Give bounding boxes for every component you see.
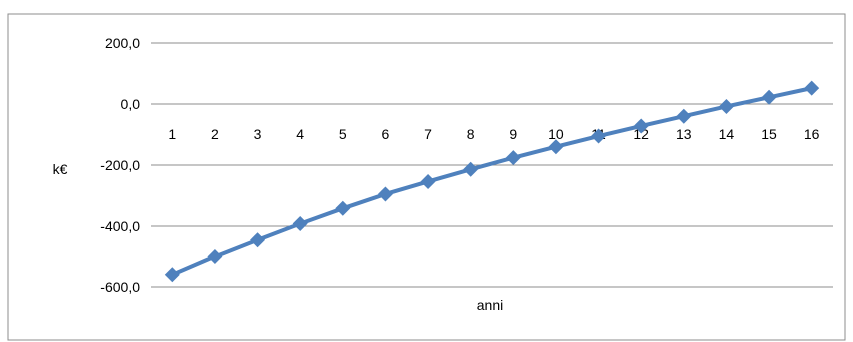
x-axis-tick-labels: 12345678910111213141516 xyxy=(168,126,819,142)
x-tick-label: 8 xyxy=(467,126,475,142)
data-point-marker xyxy=(591,128,607,144)
data-point-marker xyxy=(718,98,734,114)
y-axis-title: k€ xyxy=(53,161,68,177)
x-tick-label: 15 xyxy=(761,126,777,142)
data-point-marker xyxy=(505,150,521,166)
data-point-marker xyxy=(463,161,479,177)
data-point-marker xyxy=(548,139,564,155)
y-tick-label: -600,0 xyxy=(100,279,140,295)
x-tick-label: 5 xyxy=(339,126,347,142)
y-tick-label: 200,0 xyxy=(105,35,140,51)
y-tick-label: -400,0 xyxy=(100,218,140,234)
series-layer xyxy=(164,80,820,283)
x-tick-label: 12 xyxy=(633,126,649,142)
x-tick-label: 14 xyxy=(719,126,735,142)
x-tick-label: 6 xyxy=(382,126,390,142)
x-tick-label: 7 xyxy=(424,126,432,142)
x-tick-label: 1 xyxy=(168,126,176,142)
data-point-marker xyxy=(335,200,351,216)
data-point-marker xyxy=(804,80,820,96)
data-point-marker xyxy=(420,173,436,189)
data-point-marker xyxy=(676,108,692,124)
x-tick-label: 4 xyxy=(296,126,304,142)
x-tick-label: 13 xyxy=(676,126,692,142)
x-axis-title: anni xyxy=(477,297,503,313)
data-point-marker xyxy=(164,267,180,283)
data-point-marker xyxy=(250,232,266,248)
y-tick-label: 0,0 xyxy=(121,96,141,112)
y-axis-tick-labels: -600,0 -400,0 -200,0 0,0 200,0 xyxy=(100,35,140,295)
data-point-marker xyxy=(292,216,308,232)
data-point-marker xyxy=(207,249,223,264)
x-tick-label: 3 xyxy=(254,126,262,142)
x-tick-label: 10 xyxy=(548,126,564,142)
x-tick-label: 16 xyxy=(804,126,820,142)
data-point-marker xyxy=(633,118,649,134)
data-point-marker xyxy=(761,89,777,105)
x-tick-label: 9 xyxy=(509,126,517,142)
x-tick-label: 2 xyxy=(211,126,219,142)
y-tick-label: -200,0 xyxy=(100,157,140,173)
series-line xyxy=(171,86,813,277)
data-point-marker xyxy=(377,186,393,202)
gridlines xyxy=(151,42,833,288)
